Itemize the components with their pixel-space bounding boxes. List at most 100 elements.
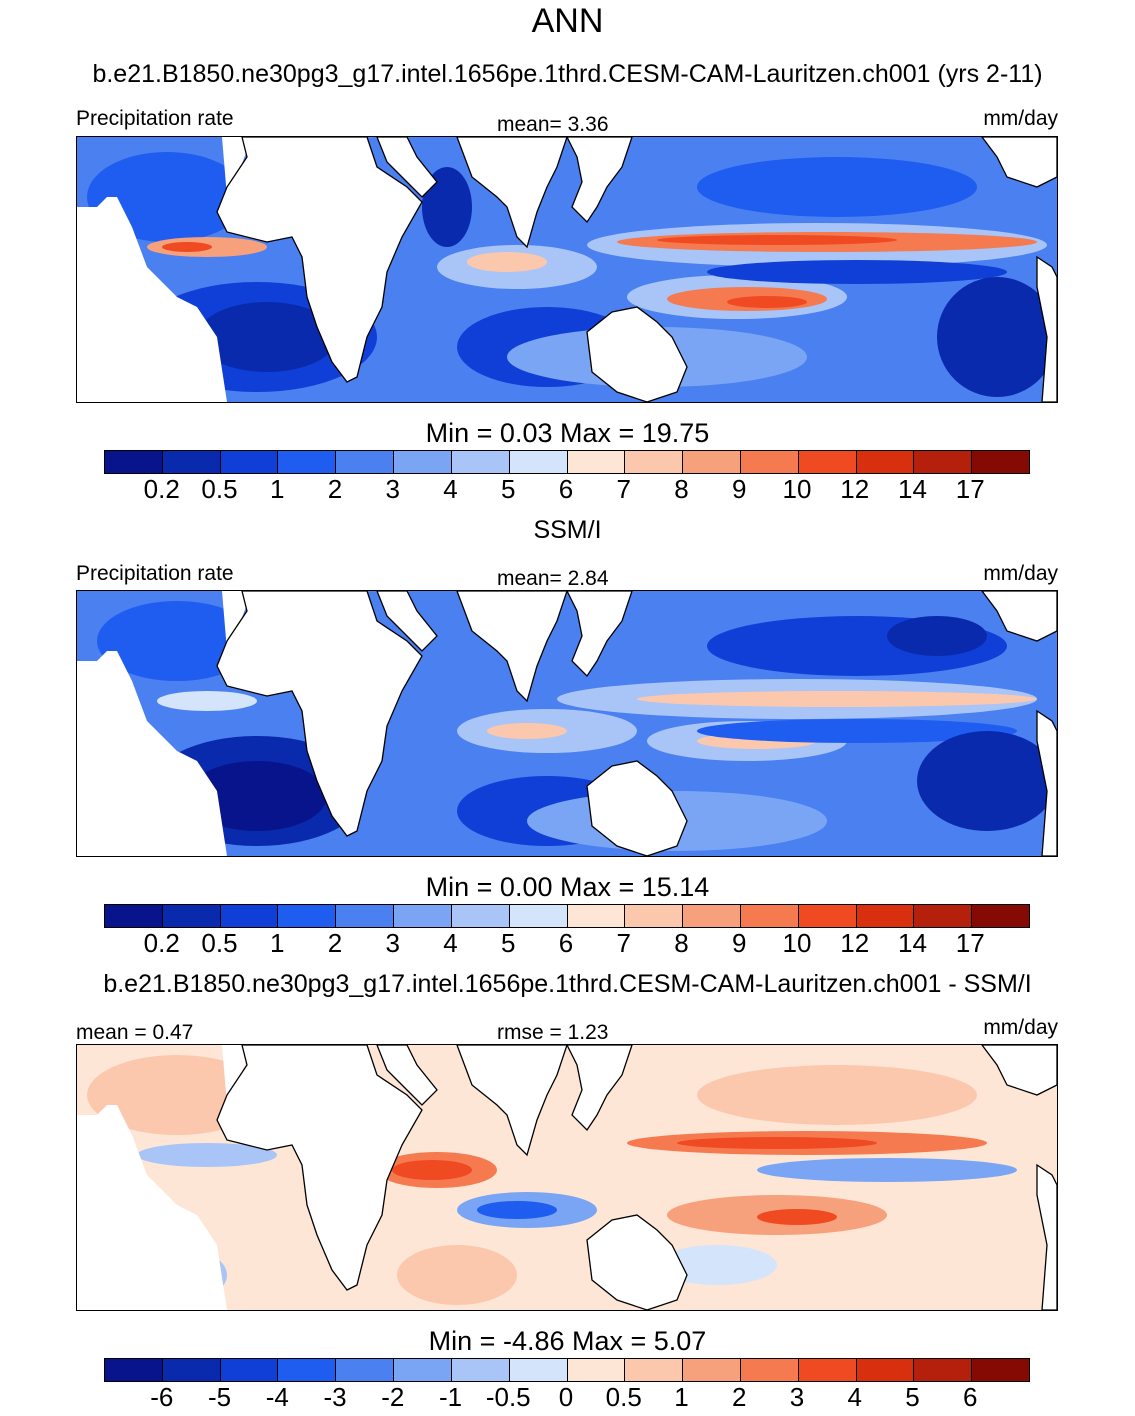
colorbar-segment — [394, 451, 452, 473]
panel-3-title: b.e21.B1850.ne30pg3_g17.intel.1656pe.1th… — [103, 970, 1032, 998]
north-america-shape — [981, 1045, 1057, 1096]
colorbar-tick-label: -4 — [265, 1382, 289, 1412]
colorbar-tick-label: 14 — [898, 928, 927, 958]
se-asia-shape — [566, 137, 633, 224]
india-shape — [456, 591, 568, 703]
colorbar-segment — [567, 451, 626, 473]
colorbar-segment — [220, 451, 279, 473]
se-asia-shape — [566, 591, 633, 678]
panel-1-variable-label: Precipitation rate — [76, 107, 234, 130]
colorbar-tick-label: 10 — [782, 474, 812, 504]
colorbar-tick-label: 0 — [558, 1382, 574, 1412]
colorbar-segment — [105, 905, 163, 927]
colorbar-segment — [856, 905, 915, 927]
colorbar-segment — [336, 451, 395, 473]
africa-shape — [216, 1045, 423, 1291]
panel-3-minmax: Min = -4.86 Max = 5.07 — [428, 1326, 707, 1356]
colorbar-tick-label: 1 — [270, 474, 285, 504]
north-america-shape — [981, 137, 1057, 188]
colorbar-segment — [336, 1359, 395, 1381]
panel-1-mean-label: mean= 3.36 — [497, 113, 609, 136]
colorbar-segment — [625, 451, 684, 473]
colorbar-segment — [683, 905, 741, 927]
africa-shape — [216, 137, 423, 383]
colorbar-segment — [278, 905, 337, 927]
colorbar-segment — [394, 1359, 452, 1381]
south-america-shape — [1036, 709, 1057, 856]
panel-3-map — [76, 1044, 1058, 1311]
colorbar-tick-label: 17 — [955, 928, 985, 958]
colorbar-tick-label: -5 — [207, 1382, 232, 1412]
colorbar-tick-label: 8 — [674, 474, 689, 504]
colorbar-segment — [625, 1359, 684, 1381]
colorbar-tick-label: -3 — [323, 1382, 347, 1412]
colorbar-segment — [451, 905, 510, 927]
colorbar-tick-label: 2 — [327, 928, 343, 958]
colorbar-tick-label: 3 — [385, 474, 400, 504]
colorbar-segment — [914, 905, 973, 927]
panel-2-colorbar — [104, 904, 1030, 928]
colorbar-segment — [683, 1359, 741, 1381]
colorbar-segment — [105, 451, 163, 473]
colorbar-tick-label: 9 — [732, 474, 747, 504]
colorbar-tick-label: 12 — [840, 928, 870, 958]
colorbar-tick-label: 8 — [674, 928, 689, 958]
panel-1-minmax: Min = 0.03 Max = 19.75 — [425, 418, 710, 448]
colorbar-tick-label: 0.5 — [201, 474, 238, 504]
colorbar-tick-label: 10 — [782, 928, 812, 958]
colorbar-tick-label: 0.2 — [143, 474, 180, 504]
colorbar-tick-label: 5 — [905, 1382, 920, 1412]
arabia-shape — [376, 591, 438, 652]
colorbar-tick-label: 0.5 — [201, 928, 238, 958]
colorbar-segment — [220, 905, 279, 927]
india-shape — [456, 137, 568, 249]
panel-2-map — [76, 590, 1058, 857]
arabia-shape — [376, 137, 438, 198]
colorbar-tick-label: 5 — [501, 474, 516, 504]
colorbar-tick-label: 0.5 — [605, 1382, 642, 1412]
colorbar-segment — [740, 451, 799, 473]
colorbar-tick-label: 6 — [963, 1382, 978, 1412]
australia-shape — [586, 306, 688, 402]
colorbar-segment — [914, 1359, 973, 1381]
colorbar-segment — [740, 905, 799, 927]
panel-1-units-label: mm/day — [983, 107, 1058, 130]
panel-2-variable-label: Precipitation rate — [76, 562, 234, 585]
panel-1-map — [76, 136, 1058, 403]
colorbar-segment — [683, 451, 741, 473]
colorbar-tick-label: -0.5 — [485, 1382, 531, 1412]
panel-3-colorbar — [104, 1358, 1030, 1382]
colorbar-segment — [509, 905, 568, 927]
colorbar-tick-label: 3 — [385, 928, 400, 958]
australia-shape — [586, 760, 688, 856]
panel-3-colorbar-ticks: -6 -5 -4 -3 -2 -1 -0.5 0 0.5 1 2 3 4 5 6 — [104, 1382, 1028, 1416]
north-america-shape — [981, 591, 1057, 642]
colorbar-segment — [162, 905, 221, 927]
colorbar-tick-label: 1 — [270, 928, 285, 958]
panel-1-colorbar-ticks: 0.2 0.5 1 2 3 4 5 6 7 8 9 10 12 14 17 — [104, 474, 1028, 508]
colorbar-segment — [856, 1359, 915, 1381]
figure-title: ANN — [531, 2, 604, 40]
colorbar-tick-label: -1 — [438, 1382, 463, 1412]
colorbar-tick-label: 2 — [732, 1382, 747, 1412]
south-america-shape — [1036, 255, 1057, 402]
colorbar-tick-label: 14 — [898, 474, 927, 504]
colorbar-segment — [567, 1359, 626, 1381]
panel-1-title: b.e21.B1850.ne30pg3_g17.intel.1656pe.1th… — [92, 60, 1043, 88]
colorbar-segment — [972, 451, 1029, 473]
colorbar-segment — [451, 1359, 510, 1381]
colorbar-segment — [162, 451, 221, 473]
colorbar-segment — [625, 905, 684, 927]
colorbar-segment — [509, 451, 568, 473]
colorbar-tick-label: 2 — [327, 474, 343, 504]
panel-3-mean-label: mean = 0.47 — [76, 1021, 194, 1044]
colorbar-segment — [740, 1359, 799, 1381]
south-america-shape — [1036, 1163, 1057, 1310]
colorbar-segment — [220, 1359, 279, 1381]
colorbar-tick-label: 6 — [558, 928, 574, 958]
colorbar-tick-label: 0.2 — [143, 928, 180, 958]
colorbar-tick-label: -2 — [381, 1382, 405, 1412]
colorbar-segment — [914, 451, 973, 473]
colorbar-segment — [798, 1359, 857, 1381]
panel-2-colorbar-ticks: 0.2 0.5 1 2 3 4 5 6 7 8 9 10 12 14 17 — [104, 928, 1028, 962]
